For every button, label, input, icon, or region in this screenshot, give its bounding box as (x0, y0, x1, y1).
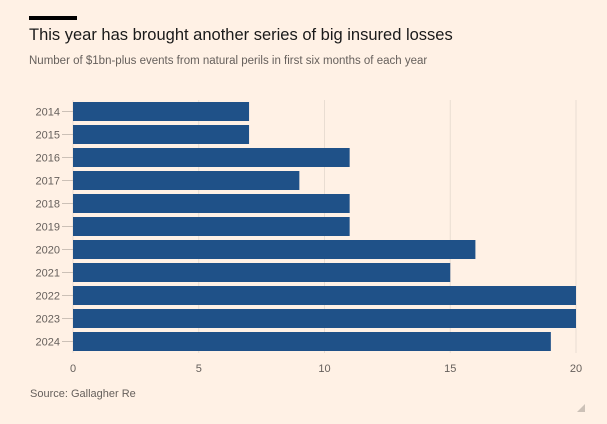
y-tick-label: 2019 (36, 222, 60, 234)
bar-2021 (73, 263, 451, 282)
bar-2018 (73, 194, 350, 213)
x-tick-label: 10 (318, 363, 330, 375)
y-tick-label: 2015 (36, 130, 60, 142)
source-note: Source: Gallagher Re (30, 388, 136, 400)
x-tick-label: 5 (196, 363, 202, 375)
bar-2024 (73, 332, 551, 351)
bar-2015 (73, 125, 250, 144)
x-tick-label: 15 (444, 363, 456, 375)
bar-2019 (73, 217, 350, 236)
x-tick-label: 20 (570, 363, 582, 375)
x-tick-label: 0 (70, 363, 76, 375)
y-tick-label: 2021 (36, 268, 60, 280)
bar-2017 (73, 171, 300, 190)
bar-2016 (73, 148, 350, 167)
y-tick-label: 2014 (36, 107, 60, 119)
y-tick-label: 2020 (36, 245, 60, 257)
y-tick-label: 2016 (36, 153, 60, 165)
y-tick-label: 2024 (36, 337, 60, 349)
y-tick-label: 2023 (36, 314, 60, 326)
resize-handle-icon[interactable] (577, 404, 585, 412)
chart-subtitle: Number of $1bn-plus events from natural … (29, 55, 428, 67)
bar-2020 (73, 240, 476, 259)
y-tick-label: 2018 (36, 199, 60, 211)
bar-2014 (73, 102, 250, 121)
y-tick-label: 2017 (36, 176, 60, 188)
y-tick-label: 2022 (36, 291, 60, 303)
bar-2022 (73, 286, 576, 305)
bar-2023 (73, 309, 576, 328)
brand-bar (29, 16, 77, 20)
chart-title: This year has brought another series of … (29, 26, 453, 44)
